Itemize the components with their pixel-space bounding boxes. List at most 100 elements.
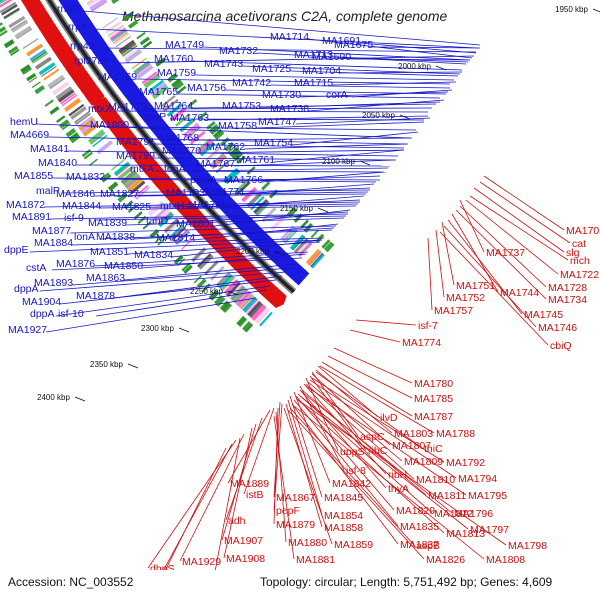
gene-label[interactable]: MA1811 (428, 490, 466, 502)
gene-label[interactable]: MA1792 (446, 457, 485, 469)
gene-label[interactable]: MA1877 (32, 225, 71, 237)
gene-label[interactable]: MA1795 (468, 490, 507, 502)
gene-label[interactable]: MA1794 (458, 473, 497, 485)
gene-label[interactable]: MA1774 (402, 337, 441, 349)
gene-label[interactable]: MA1771 (206, 186, 245, 198)
gene-label[interactable]: MA1728 (548, 282, 587, 294)
gene-label[interactable]: MA1753 (222, 100, 261, 112)
gene-label[interactable]: MA1757 (434, 305, 473, 317)
gene-label[interactable]: mtxX (88, 103, 112, 115)
gene-label[interactable]: MA1797 (470, 524, 509, 536)
gene-label[interactable]: MA1829 (396, 505, 435, 517)
gene-label[interactable]: MA1842 (332, 478, 371, 490)
gene-label[interactable]: MA1702 (566, 225, 600, 237)
gene-label[interactable]: mtxA (130, 163, 154, 175)
gene-label[interactable]: adh (228, 515, 246, 527)
gene-label[interactable]: MA1749 (165, 39, 204, 51)
gene-label[interactable]: MA1945 (160, 580, 199, 592)
gene-label[interactable]: ribC (368, 445, 388, 457)
gene-label[interactable]: thyA (388, 483, 409, 495)
gene-label[interactable]: dhpS (150, 563, 175, 575)
gene-label[interactable]: uppS (340, 446, 365, 458)
gene-label[interactable]: MA1798 (508, 540, 547, 552)
gene-label[interactable]: MA1825 (112, 201, 151, 213)
gene-label[interactable]: cat (572, 238, 586, 250)
gene-label[interactable]: MA1732 (219, 45, 258, 57)
gene-label[interactable]: aspC (360, 431, 385, 443)
gene-label[interactable]: MA1799 (116, 150, 155, 162)
gene-label[interactable]: MA1704 (302, 65, 341, 77)
gene-label[interactable]: MA1835 (400, 521, 439, 533)
gene-label[interactable]: MA1879 (276, 519, 315, 531)
gene-label[interactable]: MA1844 (62, 200, 101, 212)
gene-label[interactable]: MA1801 (176, 218, 215, 230)
gene-label[interactable]: MA1851 (90, 246, 129, 258)
gene-label[interactable]: MA1854 (324, 510, 363, 522)
gene-label[interactable]: MA1863 (86, 272, 125, 284)
gene-label[interactable]: ribH (388, 469, 407, 481)
gene-label[interactable]: rrp4 (68, 21, 87, 33)
gene-label[interactable]: MA1827 (100, 188, 139, 200)
gene-label[interactable]: MA1838 (96, 231, 135, 243)
gene-label[interactable]: MA1889 (230, 478, 269, 490)
gene-label[interactable]: MA1832 (66, 171, 105, 183)
gene-label[interactable]: MA1744 (500, 287, 539, 299)
gene-label[interactable]: malP (36, 185, 60, 197)
gene-label[interactable]: MA1730 (262, 89, 301, 101)
gene-label[interactable]: mtxH (160, 200, 185, 212)
gene-label[interactable]: MA1764 (154, 100, 193, 112)
gene-label[interactable]: MA1904 (22, 296, 61, 308)
gene-label[interactable]: MA1756 (187, 82, 226, 94)
gene-label[interactable]: MA1769 (98, 71, 137, 83)
gene-label[interactable]: MA1878 (76, 290, 115, 302)
gene-label[interactable]: MA1812 (434, 508, 473, 520)
gene-label[interactable]: MA1715 (294, 77, 333, 89)
gene-label[interactable]: MA1743 (204, 58, 243, 70)
gene-label[interactable]: cstA (26, 262, 46, 274)
gene-label[interactable]: MA1738 (270, 103, 309, 115)
gene-label[interactable]: MA1768 (160, 132, 199, 144)
gene-label[interactable]: MA1745 (524, 309, 563, 321)
gene-label[interactable]: MA1713 (294, 49, 333, 61)
gene-label[interactable]: thiC (424, 443, 443, 455)
gene-label[interactable]: isf-8 (346, 465, 366, 477)
gene-label[interactable]: MA1855 (14, 170, 53, 182)
gene-label[interactable]: MA1893 (34, 277, 73, 289)
gene-label[interactable]: MA1762 (206, 141, 245, 153)
gene-label[interactable]: topA (164, 163, 186, 175)
gene-label[interactable]: MA1841 (30, 143, 69, 155)
gene-label[interactable]: MA1810 (416, 474, 455, 486)
gene-label[interactable]: MA1839 (88, 217, 127, 229)
gene-label[interactable]: MA1796 (454, 508, 493, 520)
gene-label[interactable]: MA1859 (334, 539, 373, 551)
gene-label[interactable]: MA1742 (232, 77, 271, 89)
gene-label[interactable]: MA1933 (164, 568, 203, 580)
gene-label[interactable]: MA1837 (400, 539, 439, 551)
gene-label[interactable]: MA1846 (56, 188, 95, 200)
gene-label[interactable]: MA1760 (154, 53, 193, 65)
gene-label[interactable]: slg (566, 247, 580, 259)
gene-label[interactable]: MA1759 (157, 67, 196, 79)
gene-label[interactable]: MA1788 (436, 428, 475, 440)
gene-label[interactable]: MA1872 (6, 199, 45, 211)
gene-label[interactable]: MA1675 (334, 39, 373, 51)
gene-label[interactable]: dppA (30, 308, 55, 320)
gene-label[interactable]: MA1876 (56, 258, 95, 270)
gene-label[interactable]: MA1763 (170, 112, 209, 124)
gene-label[interactable]: MA4669 (10, 129, 49, 141)
gene-label[interactable]: MA1690 (312, 51, 351, 63)
gene-label[interactable]: MA1921 (214, 583, 253, 595)
gene-label[interactable]: MA1761 (236, 154, 275, 166)
gene-label[interactable]: MA1891 (12, 211, 51, 223)
gene-label[interactable]: MA1766 (224, 174, 263, 186)
gene-label[interactable]: MA1765 (139, 86, 178, 98)
gene-label[interactable]: MA1758 (218, 120, 257, 132)
gene-label[interactable]: MA1791 (116, 136, 155, 148)
gene-label[interactable]: MA1767 (196, 158, 235, 170)
gene-label[interactable]: MA1786 (188, 199, 227, 211)
gene-label[interactable]: rpoP (144, 111, 166, 123)
gene-label[interactable]: MA1787 (414, 411, 453, 423)
gene-label[interactable]: MA1714 (270, 31, 309, 43)
gene-label[interactable]: corA (326, 89, 348, 101)
gene-label[interactable]: psmA (190, 174, 217, 186)
